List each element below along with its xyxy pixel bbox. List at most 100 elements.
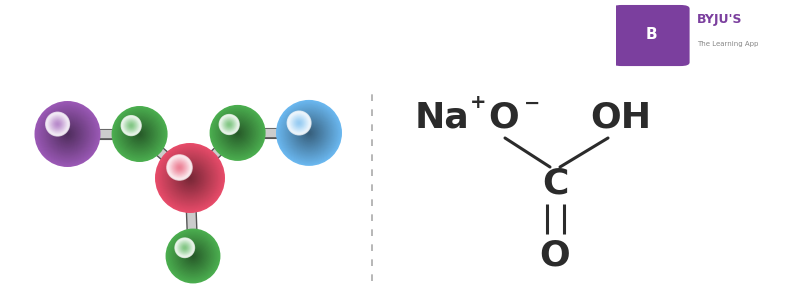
Circle shape bbox=[170, 233, 216, 279]
Circle shape bbox=[296, 120, 322, 146]
Circle shape bbox=[50, 116, 66, 132]
Circle shape bbox=[63, 130, 72, 138]
Text: B: B bbox=[645, 27, 657, 42]
Circle shape bbox=[226, 122, 232, 127]
Circle shape bbox=[277, 101, 341, 165]
Circle shape bbox=[224, 119, 251, 147]
Circle shape bbox=[169, 232, 217, 280]
Circle shape bbox=[175, 163, 205, 193]
Circle shape bbox=[220, 115, 238, 134]
Text: C: C bbox=[542, 167, 568, 201]
Circle shape bbox=[300, 124, 318, 142]
Circle shape bbox=[113, 107, 166, 161]
Circle shape bbox=[130, 125, 149, 143]
Circle shape bbox=[34, 101, 101, 167]
Circle shape bbox=[229, 124, 246, 142]
Circle shape bbox=[226, 121, 233, 128]
Circle shape bbox=[182, 245, 187, 250]
Circle shape bbox=[286, 110, 332, 156]
Circle shape bbox=[168, 231, 218, 281]
Circle shape bbox=[179, 242, 206, 270]
Circle shape bbox=[126, 120, 137, 131]
Circle shape bbox=[218, 114, 240, 135]
Circle shape bbox=[188, 251, 198, 261]
Circle shape bbox=[225, 120, 234, 129]
Circle shape bbox=[118, 112, 162, 156]
Circle shape bbox=[186, 175, 194, 181]
Circle shape bbox=[56, 122, 59, 126]
Circle shape bbox=[50, 117, 65, 131]
Circle shape bbox=[286, 111, 331, 155]
Circle shape bbox=[174, 237, 195, 258]
Circle shape bbox=[117, 111, 162, 157]
Circle shape bbox=[283, 107, 334, 158]
Circle shape bbox=[222, 117, 237, 132]
Circle shape bbox=[223, 118, 235, 131]
Circle shape bbox=[175, 238, 194, 257]
Circle shape bbox=[139, 133, 140, 135]
Circle shape bbox=[122, 117, 157, 152]
Circle shape bbox=[290, 113, 329, 153]
Circle shape bbox=[173, 161, 186, 174]
Circle shape bbox=[46, 112, 89, 155]
Circle shape bbox=[157, 145, 223, 211]
Circle shape bbox=[46, 112, 90, 156]
Circle shape bbox=[54, 120, 62, 128]
Circle shape bbox=[121, 115, 142, 136]
Circle shape bbox=[221, 116, 254, 150]
Circle shape bbox=[169, 157, 211, 199]
Circle shape bbox=[126, 121, 136, 131]
Circle shape bbox=[173, 236, 213, 276]
Circle shape bbox=[282, 106, 336, 160]
Circle shape bbox=[65, 131, 70, 136]
Circle shape bbox=[56, 123, 59, 125]
Circle shape bbox=[129, 123, 150, 144]
Circle shape bbox=[41, 108, 94, 160]
Circle shape bbox=[221, 116, 238, 133]
Circle shape bbox=[166, 154, 193, 181]
Circle shape bbox=[223, 119, 235, 130]
Circle shape bbox=[293, 117, 306, 129]
Circle shape bbox=[164, 152, 216, 204]
Circle shape bbox=[182, 169, 198, 187]
Circle shape bbox=[61, 127, 74, 141]
Circle shape bbox=[42, 109, 92, 159]
Circle shape bbox=[133, 127, 146, 141]
Text: O: O bbox=[540, 239, 570, 273]
Circle shape bbox=[170, 233, 216, 279]
Circle shape bbox=[123, 118, 139, 133]
Circle shape bbox=[58, 124, 78, 144]
Circle shape bbox=[170, 159, 210, 197]
Circle shape bbox=[173, 235, 214, 276]
Circle shape bbox=[212, 108, 262, 158]
Circle shape bbox=[291, 115, 327, 151]
Circle shape bbox=[56, 123, 79, 146]
Circle shape bbox=[188, 176, 192, 180]
Circle shape bbox=[192, 255, 194, 258]
Circle shape bbox=[177, 240, 193, 255]
Circle shape bbox=[302, 126, 317, 140]
Circle shape bbox=[122, 116, 141, 135]
Circle shape bbox=[181, 244, 189, 251]
Circle shape bbox=[184, 172, 196, 184]
Circle shape bbox=[178, 240, 209, 272]
Circle shape bbox=[291, 115, 306, 131]
Circle shape bbox=[122, 116, 158, 152]
Circle shape bbox=[292, 116, 306, 130]
Circle shape bbox=[40, 107, 94, 161]
Circle shape bbox=[307, 131, 310, 135]
Circle shape bbox=[292, 115, 326, 150]
Circle shape bbox=[172, 160, 187, 175]
Circle shape bbox=[286, 110, 312, 136]
Circle shape bbox=[116, 110, 163, 158]
Circle shape bbox=[173, 160, 207, 195]
Circle shape bbox=[137, 131, 142, 137]
Circle shape bbox=[234, 130, 240, 136]
Circle shape bbox=[54, 120, 62, 128]
Circle shape bbox=[234, 129, 241, 136]
Circle shape bbox=[125, 119, 154, 149]
Circle shape bbox=[299, 123, 319, 143]
Circle shape bbox=[210, 105, 266, 161]
Circle shape bbox=[121, 115, 158, 153]
Circle shape bbox=[167, 230, 219, 282]
